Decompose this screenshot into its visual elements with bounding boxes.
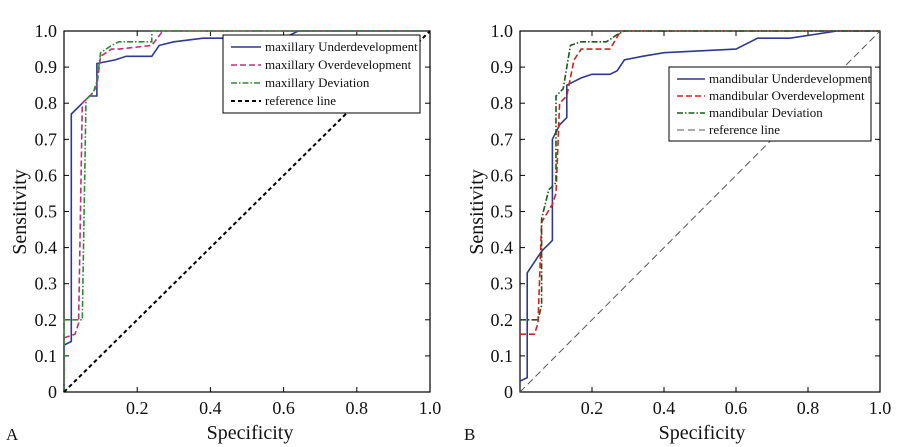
y-tick-label: 0.3	[491, 274, 514, 294]
y-tick-label: 0	[48, 382, 57, 402]
y-axis-title: Sensitivity	[466, 169, 488, 255]
y-tick-label: 0.6	[491, 165, 514, 185]
y-tick-label: 0.2	[491, 310, 514, 330]
y-tick-label: 0.1	[35, 346, 58, 366]
x-tick-label: 0.2	[581, 398, 604, 418]
maxillary-overdevelopment-line	[63, 30, 430, 392]
legend-entry: reference line	[709, 122, 780, 137]
panel-label: B	[464, 425, 475, 444]
legend: maxillary Underdevelopment maxillary Over…	[222, 34, 421, 114]
x-tick-label: 1.0	[419, 398, 442, 418]
x-tick-label: 1.0	[869, 398, 892, 418]
roc-panel-a: 0 0.1 0.2 0.3 0.4 0.5 0.6 0.7 0.8 0.9 1.0 0.2 0.4 0.6…	[6, 21, 441, 444]
legend-entry: maxillary Deviation	[265, 75, 370, 90]
y-axis-title: Sensitivity	[9, 169, 31, 255]
y-tick-label: 0.7	[35, 129, 58, 149]
legend-entry: mandibular Overdevelopment	[709, 88, 865, 103]
y-tick-label: 0.7	[491, 129, 514, 149]
y-tick-label: 0	[504, 382, 513, 402]
x-tick-label: 0.4	[199, 398, 222, 418]
y-tick-label: 0.2	[35, 310, 58, 330]
legend-entry: maxillary Overdevelopment	[265, 57, 412, 72]
x-tick-label: 0.6	[725, 398, 748, 418]
y-tick-label: 0.8	[35, 93, 58, 113]
x-tick-label: 0.8	[797, 398, 820, 418]
legend-entry: maxillary Underdevelopment	[265, 39, 418, 54]
legend-entry: mandibular Deviation	[709, 105, 823, 120]
maxillary-deviation-line	[63, 30, 430, 392]
y-tick-label: 0.5	[491, 202, 514, 222]
y-tick-label: 0.9	[491, 57, 514, 77]
roc-panel-b: 0 0.1 0.2 0.3 0.4 0.5 0.6 0.7 0.8 0.9 1.0 0.2 0.4 0.6…	[464, 21, 891, 444]
y-tick-label: 1.0	[35, 21, 58, 41]
x-axis-title: Specificity	[207, 422, 294, 444]
x-axis-title: Specificity	[659, 422, 746, 444]
x-tick-label: 0.2	[126, 398, 149, 418]
y-tick-label: 0.5	[35, 202, 58, 222]
y-tick-label: 0.6	[35, 165, 58, 185]
y-tick-label: 0.3	[35, 274, 58, 294]
mandibular-deviation-line	[520, 30, 880, 321]
y-tick-label: 0.4	[491, 238, 514, 258]
x-tick-label: 0.8	[346, 398, 369, 418]
mandibular-overdevelopment-line	[520, 30, 880, 335]
legend-entry: mandibular Underdevelopment	[709, 71, 871, 86]
x-tick-label: 0.6	[272, 398, 295, 418]
x-tick-label: 0.4	[653, 398, 676, 418]
y-tick-label: 0.8	[491, 93, 514, 113]
y-tick-label: 0.1	[491, 346, 514, 366]
y-tick-label: 0.4	[35, 238, 58, 258]
legend-box	[668, 66, 872, 142]
legend: mandibular Underdevelopment mandibular Ov…	[668, 66, 872, 142]
panel-label: A	[6, 425, 19, 444]
y-tick-label: 0.9	[35, 57, 58, 77]
mandibular-underdevelopment-line	[519, 30, 880, 382]
legend-entry: reference line	[265, 93, 336, 108]
y-tick-label: 1.0	[491, 21, 514, 41]
